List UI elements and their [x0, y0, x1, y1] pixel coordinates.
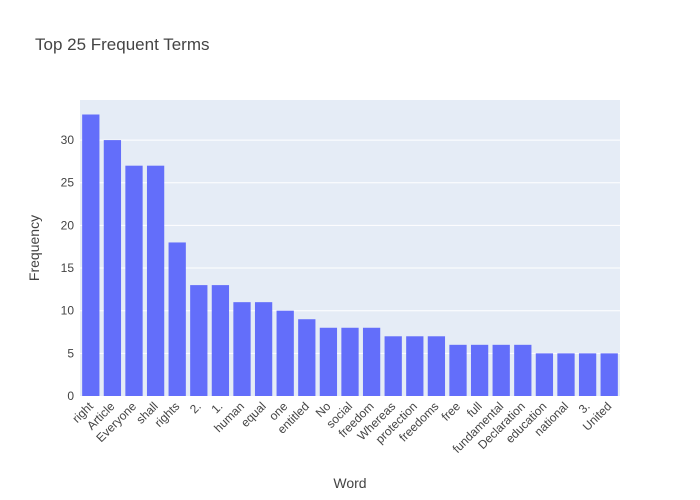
y-tick-label: 10 [61, 304, 75, 318]
x-tick-label: free [439, 399, 464, 424]
bar-22 [557, 353, 575, 396]
bar-14 [384, 336, 402, 396]
y-tick-label: 20 [61, 218, 75, 232]
x-tick-label: 2. [187, 399, 204, 416]
y-tick-label: 0 [67, 389, 74, 403]
bar-18 [470, 344, 489, 396]
bar-8 [254, 302, 273, 396]
bars [82, 114, 618, 397]
bar-10 [298, 319, 316, 396]
y-tick-label: 15 [61, 261, 75, 275]
bar-24 [600, 353, 618, 396]
bar-6 [211, 285, 230, 396]
y-tick-label: 5 [67, 346, 74, 360]
bar-5 [190, 285, 208, 396]
y-tick-label: 30 [61, 133, 75, 147]
bar-17 [449, 344, 467, 396]
x-tick-label: rights [152, 399, 183, 430]
bar-13 [362, 327, 381, 396]
x-axis-title: Word [333, 475, 366, 491]
y-tick-label: 25 [61, 176, 75, 190]
bar-16 [427, 336, 446, 396]
chart-title: Top 25 Frequent Terms [35, 35, 210, 54]
bar-3 [146, 165, 165, 396]
bar-9 [276, 310, 294, 396]
y-axis-ticks: 0 5 10 15 20 25 30 [61, 133, 75, 403]
bar-4 [168, 242, 186, 396]
x-tick-label: equal [238, 399, 269, 430]
bar-1 [103, 140, 122, 396]
bar-12 [341, 327, 359, 396]
y-axis-title: Frequency [26, 215, 42, 281]
bar-20 [514, 344, 532, 396]
bar-19 [492, 344, 510, 396]
bar-23 [578, 353, 597, 396]
bar-21 [535, 353, 554, 396]
bar-2 [125, 165, 143, 396]
bar-7 [233, 302, 251, 396]
bar-11 [319, 327, 338, 396]
bar-15 [406, 336, 424, 396]
bar-0 [82, 114, 100, 397]
